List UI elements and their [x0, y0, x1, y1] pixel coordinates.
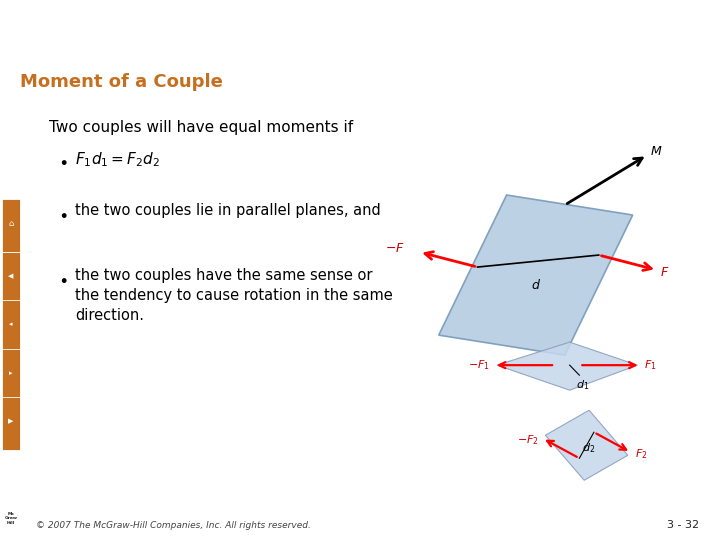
FancyBboxPatch shape [1, 252, 20, 305]
Text: $\bullet$: $\bullet$ [58, 205, 68, 223]
FancyBboxPatch shape [1, 199, 20, 252]
Text: ▶: ▶ [8, 418, 14, 424]
Text: ◂: ◂ [9, 321, 12, 327]
Text: $F_1$: $F_1$ [644, 358, 657, 372]
Text: Eighth
Edition: Eighth Edition [2, 3, 24, 14]
Text: the two couples lie in parallel planes, and: the two couples lie in parallel planes, … [75, 203, 381, 218]
Text: $-F_1$: $-F_1$ [468, 358, 490, 372]
Text: $-F_2$: $-F_2$ [517, 433, 539, 447]
Text: $-F$: $-F$ [385, 241, 405, 254]
Text: Vector Mechanics for Engineers: Statics: Vector Mechanics for Engineers: Statics [54, 17, 646, 43]
Text: direction.: direction. [75, 308, 144, 323]
Text: $F_1d_1 = F_2d_2$: $F_1d_1 = F_2d_2$ [75, 150, 160, 168]
FancyBboxPatch shape [1, 348, 20, 401]
Text: 3 - 32: 3 - 32 [667, 520, 699, 530]
Text: $\bullet$: $\bullet$ [58, 270, 68, 288]
Text: the tendency to cause rotation in the same: the tendency to cause rotation in the sa… [75, 288, 392, 303]
Text: Two couples will have equal moments if: Two couples will have equal moments if [49, 120, 353, 135]
FancyBboxPatch shape [1, 300, 20, 353]
Text: $F_2$: $F_2$ [634, 447, 647, 461]
Text: Moment of a Couple: Moment of a Couple [20, 73, 223, 91]
Text: $d_1$: $d_1$ [577, 378, 590, 392]
Text: ⌂: ⌂ [8, 219, 14, 228]
Text: ◀: ◀ [8, 273, 14, 279]
Text: $M$: $M$ [650, 145, 662, 158]
FancyBboxPatch shape [1, 397, 20, 450]
Text: $F$: $F$ [660, 266, 669, 279]
Text: Mc
Graw
Hill: Mc Graw Hill [4, 512, 17, 524]
Text: $d_2$: $d_2$ [582, 441, 595, 455]
Text: the two couples have the same sense or: the two couples have the same sense or [75, 268, 372, 283]
Text: $d$: $d$ [531, 278, 541, 292]
Polygon shape [497, 342, 637, 390]
Text: $\bullet$: $\bullet$ [58, 152, 68, 170]
Polygon shape [546, 410, 628, 480]
Polygon shape [438, 195, 633, 355]
Text: © 2007 The McGraw-Hill Companies, Inc. All rights reserved.: © 2007 The McGraw-Hill Companies, Inc. A… [35, 521, 310, 530]
Text: ▸: ▸ [9, 370, 12, 376]
